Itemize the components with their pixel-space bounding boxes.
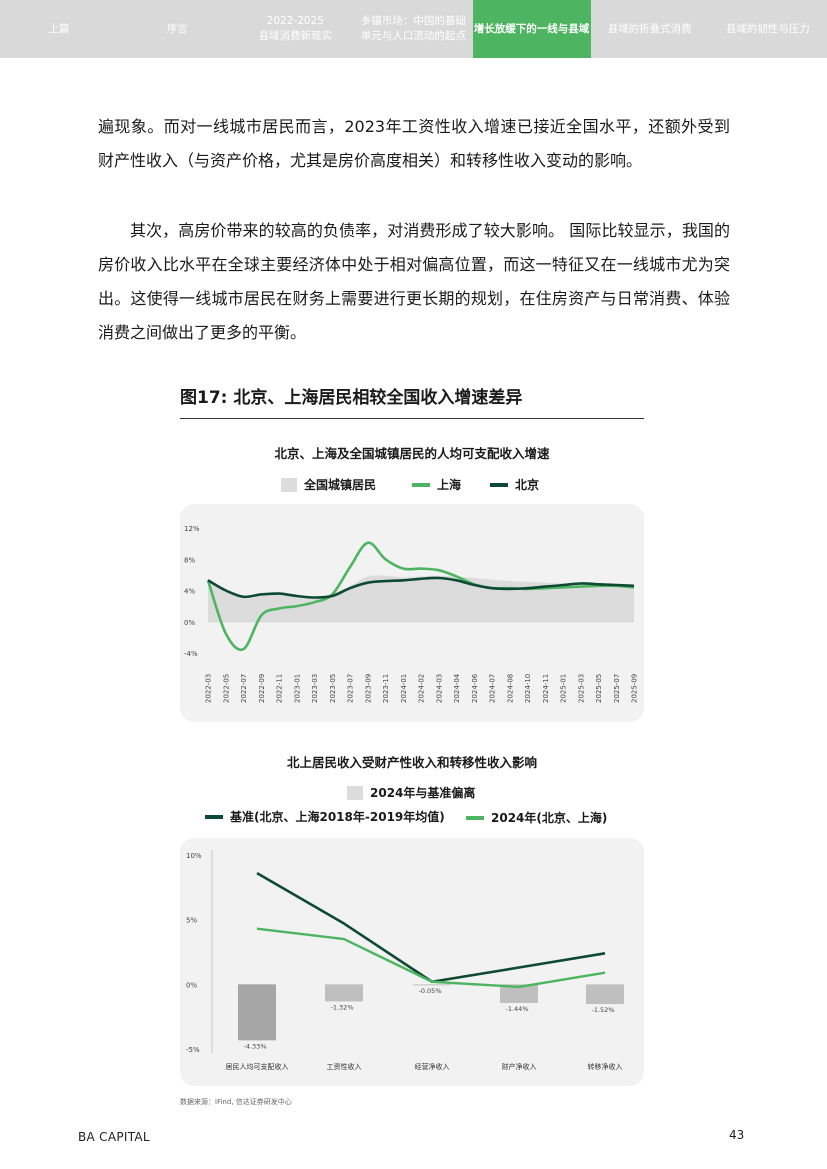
deviation-bar-label: -0.05% [419,987,442,995]
page-number: 43 [729,1128,745,1142]
chart2-legend-deviation-label: 2024年与基准偏离 [370,786,476,800]
chart1-xtick-label: 2022-09 [258,674,266,703]
tab-part-one[interactable]: 上篇 [48,22,70,35]
national-swatch [281,477,297,492]
chart1-xtick-label: 2023-01 [293,674,301,703]
deviation-bar [325,984,363,1002]
chart1-xtick-label: 2025-07 [613,674,621,703]
chart2-legend-baseline-label: 基准(北京、上海2018年-2019年均值) [230,810,445,824]
chart1-ytick-label: 12% [184,525,200,533]
deviation-bar-label: -1.32% [331,1003,354,1011]
tab-folded-consumption[interactable]: 县域的折叠式消费 [607,22,692,35]
paragraph-1: 遍现象。而对一线城市居民而言，2023年工资性收入增速已接近全国水平，还额外受到… [98,117,730,170]
chart1-xtick-label: 2023-05 [329,674,337,703]
chart1-ytick-label: 0% [184,619,195,627]
deviation-swatch [347,785,363,800]
chart1-ytick-label: 4% [184,588,195,596]
figure-title: 图17: 北京、上海居民相较全国收入增速差异 [180,388,523,408]
chart2-ytick-label: 10% [186,852,202,860]
chart1-xtick-label: 2022-11 [276,674,284,703]
chart1-title: 北京、上海及全国城镇居民的人均可支配收入增速 [274,446,550,461]
tab-county-resilience[interactable]: 县域的韧性与压力 [725,22,810,35]
chart1-ytick-label: -4% [184,650,198,658]
national-area [208,575,634,622]
chart1-legend-shanghai-label: 上海 [437,478,462,492]
chart2-legend-2024-label: 2024年(北京、上海) [491,811,608,825]
chart2-legend-deviation: 2024年与基准偏离 [347,784,475,801]
chart1-xtick-label: 2022-05 [222,674,230,703]
chart2-category-label: 财产净收入 [502,1062,537,1071]
figure-title-rule [180,418,644,419]
chart2-ytick-label: -5% [186,1046,200,1054]
chart1-xtick-label: 2024-03 [435,674,443,703]
chart1-xtick-label: 2024-02 [418,674,426,703]
chart1-xtick-label: 2023-09 [364,674,372,703]
chart1-xtick-label: 2024-10 [524,674,532,703]
deviation-bar [500,984,538,1003]
chart1-legend-national: 全国城镇居民 [281,476,376,493]
shanghai-line [206,541,635,652]
data-source: 数据来源：iFind, 信达证券研发中心 [180,1098,292,1106]
chart1-xtick-label: 2024-01 [400,674,408,703]
baseline-swatch [205,814,223,819]
chart2-ytick-label: 5% [186,917,197,925]
chart2-category-label: 转移净收入 [588,1062,623,1071]
deviation-bar [238,984,276,1041]
chart1-xtick-label: 2025-05 [595,674,603,703]
tab-county-consumption[interactable]: 2022-2025 县域消费新现实 [258,15,333,42]
chart2-category-label: 居民人均可支配收入 [226,1062,289,1071]
chart2-category-label: 工资性收入 [327,1062,362,1071]
deviation-bar-label: -4.33% [244,1042,267,1050]
chart2-ytick-label: 0% [186,981,197,989]
chart1-xtick-label: 2024-08 [506,674,514,703]
chart2-category-label: 经营净收入 [415,1062,450,1071]
chart1-legend-shanghai: 上海 [412,476,461,493]
deviation-bar-label: -1.44% [506,1005,529,1013]
chart1-legend-beijing: 北京 [490,476,539,493]
shanghai-swatch [412,482,430,487]
chart1-xtick-label: 2024-07 [489,674,497,703]
chart1-xtick-label: 2023-03 [311,674,319,703]
chart1-xtick-label: 2025-03 [577,674,585,703]
chart1-legend-beijing-label: 北京 [515,478,540,492]
chart2-legend-baseline: 基准(北京、上海2018年-2019年均值) [205,808,445,825]
chart1-panel: 12% 8% 4% 0% -4% 2022-03 2022-05 2022-07 2022-09… [180,504,644,722]
chart1-xtick-label: 2023-07 [347,674,355,703]
deviation-bar [586,984,624,1004]
deviation-bar [413,984,451,986]
chart1-xtick-label: 2022-03 [205,674,213,703]
paragraph-2: 其次，高房价带来的较高的负债率，对消费形成了较大影响。 国际比较显示，我国的房价… [98,221,730,342]
beijing-line [207,576,635,599]
chart1-xtick-label: 2024-11 [542,674,550,703]
chart1-xtick-label: 2024-06 [471,673,479,703]
income-impact-chart: 10% 5% 0% -5% -4.33% -1.32% -0.05% -1.44% -1.52%… [186,850,624,1071]
y2024-line [256,927,606,989]
chart1-xtick-label: 2025-09 [631,674,639,703]
chart1-ytick-label: 8% [184,556,195,564]
chart1-legend-national-label: 全国城镇居民 [304,478,377,492]
chart1-xtick-label: 2025-01 [560,674,568,703]
tab-preface[interactable]: 序言 [166,22,188,35]
footer-brand: BA CAPITAL [78,1130,150,1144]
chart1-xtick-label: 2024-04 [453,673,461,703]
tab-township-market[interactable]: 乡镇市场：中国的基础 单元与人口流动的起点 [360,15,466,42]
baseline-line [256,871,606,984]
beijing-swatch [490,482,508,487]
income-growth-line-chart: 12% 8% 4% 0% -4% 2022-03 2022-05 2022-07 2022-09… [184,525,639,703]
deviation-bar-label: -1.52% [592,1006,615,1014]
tab-tier1-and-county[interactable]: 增长放缓下的一线与县域 [472,0,591,58]
top-nav: 上篇 序言 2022-2025 县域消费新现实 乡镇市场：中国的基础 单元与人口… [0,0,827,58]
chart2-panel: 10% 5% 0% -5% -4.33% -1.32% -0.05% -1.44% -1.52%… [180,838,644,1086]
chart1-xtick-label: 2022-07 [240,674,248,703]
chart2-legend-2024: 2024年(北京、上海) [466,809,607,826]
y2024-swatch [466,815,484,820]
chart1-xtick-label: 2023-11 [382,674,390,703]
chart2-title: 北上居民收入受财产性收入和转移性收入影响 [286,755,537,770]
